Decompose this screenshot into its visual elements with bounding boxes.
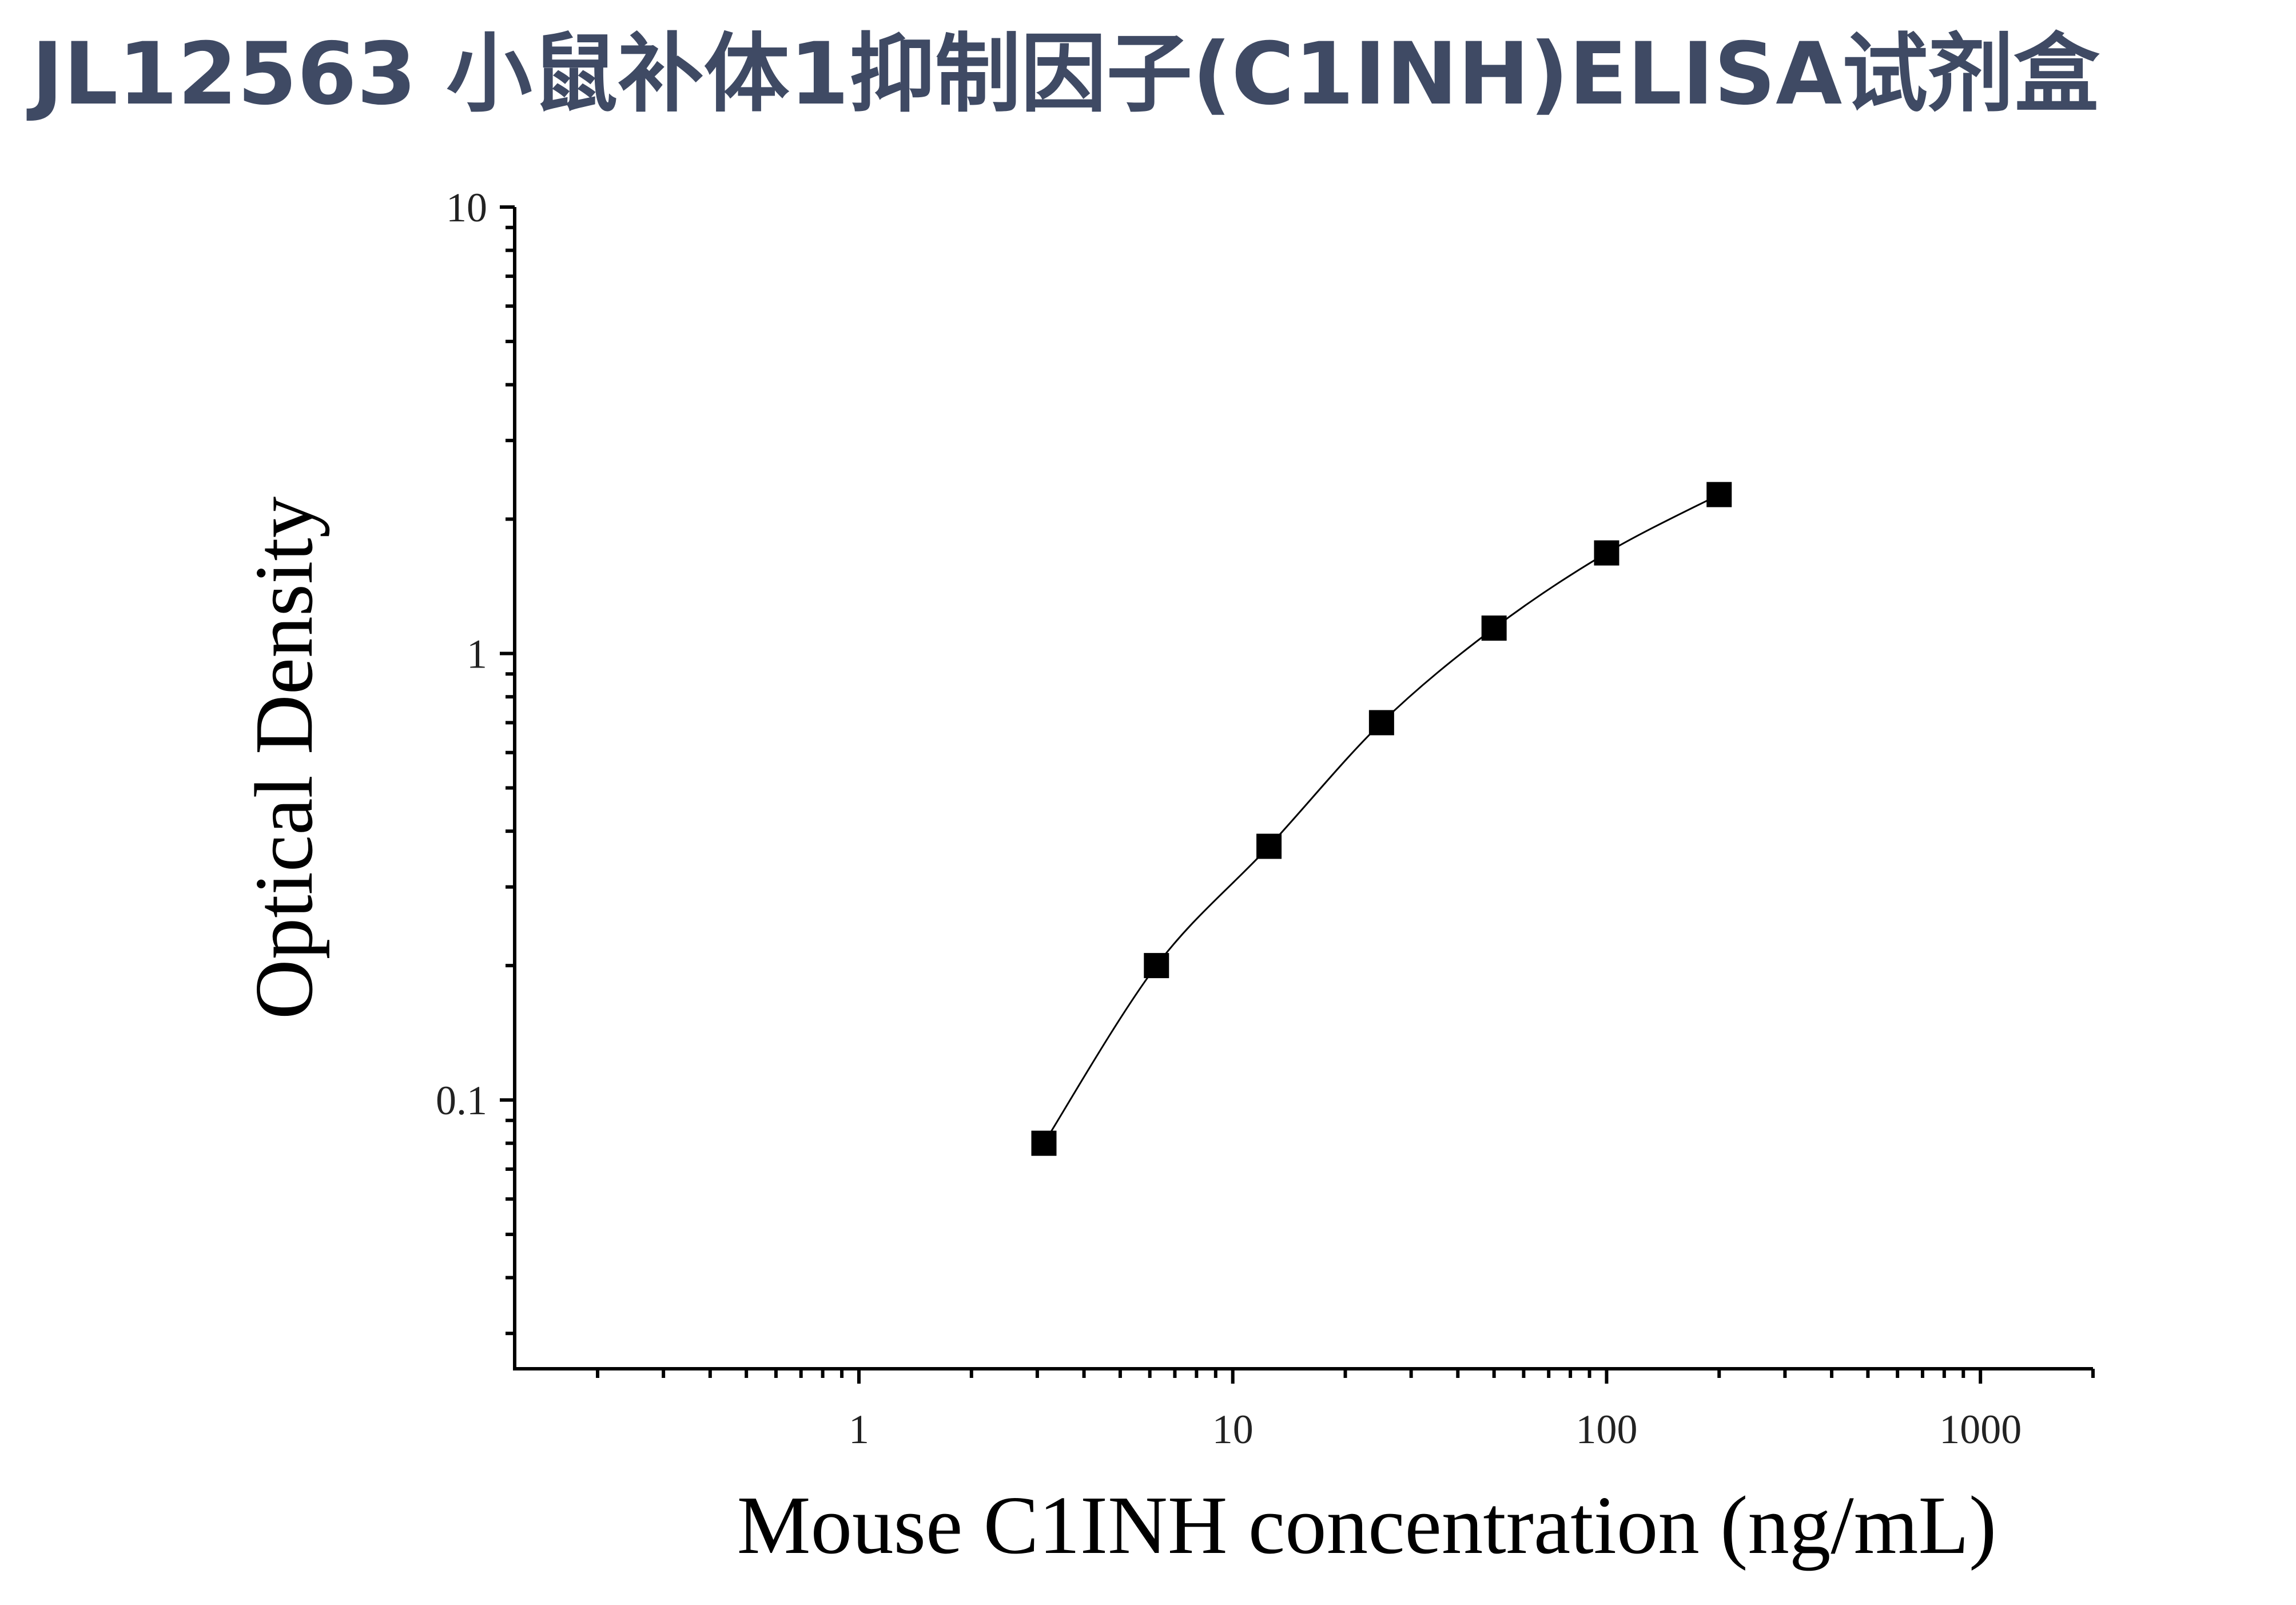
x-tick-label: 1000	[1939, 1407, 2022, 1452]
data-point	[1368, 710, 1394, 736]
data-point	[1144, 953, 1169, 979]
y-tick-label: 1	[467, 631, 487, 677]
axes: 0.1 1 10 1 10 100 1000	[436, 185, 2095, 1452]
fit-curve	[1043, 494, 1720, 1144]
data-point	[1481, 615, 1507, 641]
x-tick-label: 1	[849, 1407, 869, 1452]
y-axis-title: Optical Density	[238, 496, 330, 1019]
data-point	[1594, 540, 1619, 566]
y-tick-label: 0.1	[436, 1078, 487, 1123]
data-point	[1256, 833, 1282, 859]
x-tick-label: 100	[1575, 1407, 1637, 1452]
chart-title: JL12563 小鼠补体1抑制因子(C1INH)ELISA试剂盒	[31, 25, 2100, 124]
data-point	[1031, 1130, 1057, 1156]
x-tick-label: 10	[1212, 1407, 1254, 1452]
data-point	[1706, 482, 1732, 507]
y-tick-label: 10	[446, 185, 487, 231]
x-axis-title: Mouse C1INH concentration (ng/mL)	[737, 1480, 1997, 1571]
data-points	[1031, 482, 1732, 1156]
fit-curve-layer	[1043, 494, 1720, 1144]
